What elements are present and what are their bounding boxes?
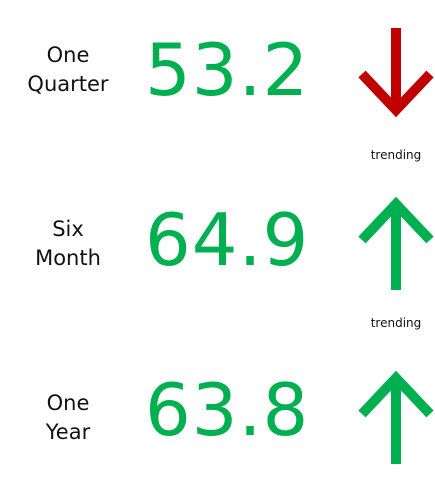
period-label-line1: Six [52, 217, 84, 241]
period-label-one-year: One Year [0, 389, 136, 447]
arrow-up-icon [358, 196, 434, 290]
period-label-line1: One [46, 43, 90, 67]
period-label-line2: Quarter [27, 72, 109, 96]
period-label-one-quarter: One Quarter [0, 41, 136, 99]
metric-value-six-month: 64.9 [145, 198, 310, 282]
period-label-line1: One [46, 391, 90, 415]
period-label-six-month: Six Month [0, 215, 136, 273]
metric-value-one-year: 63.8 [145, 368, 310, 452]
arrow-up-icon [358, 370, 434, 464]
period-label-line2: Year [45, 420, 91, 444]
trending-label: trending [370, 316, 422, 330]
trending-label: trending [370, 148, 422, 162]
metric-value-one-quarter: 53.2 [145, 28, 310, 112]
period-label-line2: Month [35, 246, 101, 270]
arrow-down-icon [358, 28, 434, 118]
